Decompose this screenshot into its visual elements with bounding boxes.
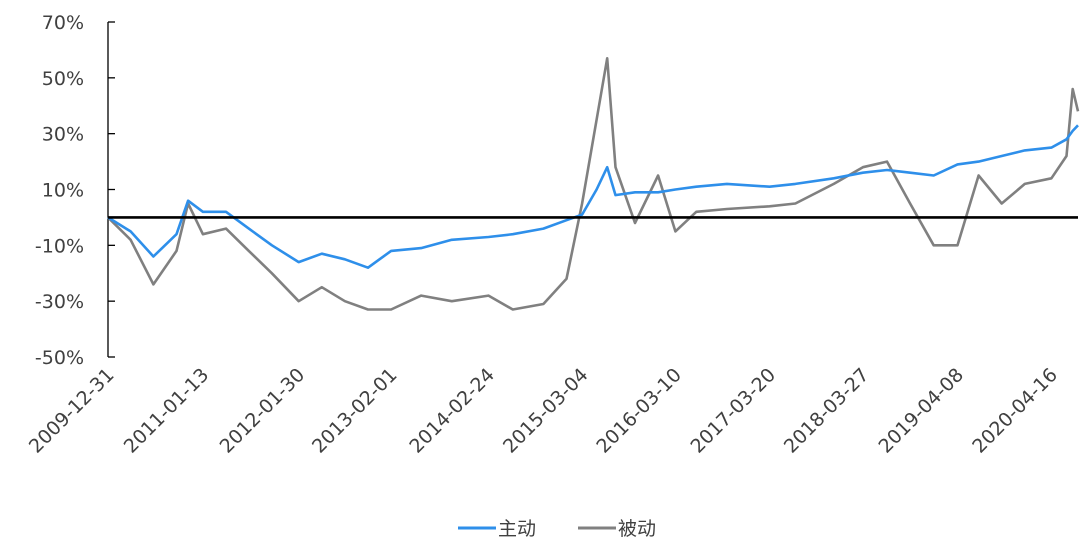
x-tick-label: 2016-03-10 bbox=[592, 364, 686, 458]
legend-label-0: 主动 bbox=[498, 518, 536, 540]
x-tick-label: 2013-02-01 bbox=[308, 364, 402, 458]
x-tick-label: 2009-12-31 bbox=[25, 364, 119, 458]
x-tick-label: 2020-04-16 bbox=[968, 364, 1062, 458]
x-tick-label: 2018-03-27 bbox=[780, 364, 874, 458]
x-tick-label: 2017-03-20 bbox=[686, 364, 780, 458]
y-tick-label: 30% bbox=[42, 124, 84, 146]
x-tick-label: 2011-01-13 bbox=[120, 364, 214, 458]
y-tick-label: -10% bbox=[35, 235, 84, 257]
series-line-0 bbox=[107, 124, 1079, 270]
legend: 主动 被动 bbox=[458, 518, 656, 540]
y-axis: 70% 50% 30% 10% -10% -30% -50% bbox=[35, 12, 115, 369]
x-tick-label: 2015-03-04 bbox=[499, 364, 593, 458]
y-tick-label: 10% bbox=[42, 180, 84, 202]
x-axis: 2009-12-31 2011-01-13 2012-01-302013-02-01… bbox=[25, 364, 1062, 458]
y-tick-label: -30% bbox=[35, 291, 84, 313]
series-line-1 bbox=[107, 56, 1080, 311]
y-tick-label: -50% bbox=[35, 347, 84, 369]
x-tick-label: 2014-02-24 bbox=[405, 364, 499, 458]
x-tick-label: 2019-04-08 bbox=[874, 364, 968, 458]
legend-label-1: 被动 bbox=[618, 518, 656, 540]
y-tick-label: 70% bbox=[42, 12, 84, 34]
x-tick-label: 2012-01-30 bbox=[216, 364, 310, 458]
y-tick-label: 50% bbox=[42, 68, 84, 90]
series-layer bbox=[107, 56, 1080, 311]
